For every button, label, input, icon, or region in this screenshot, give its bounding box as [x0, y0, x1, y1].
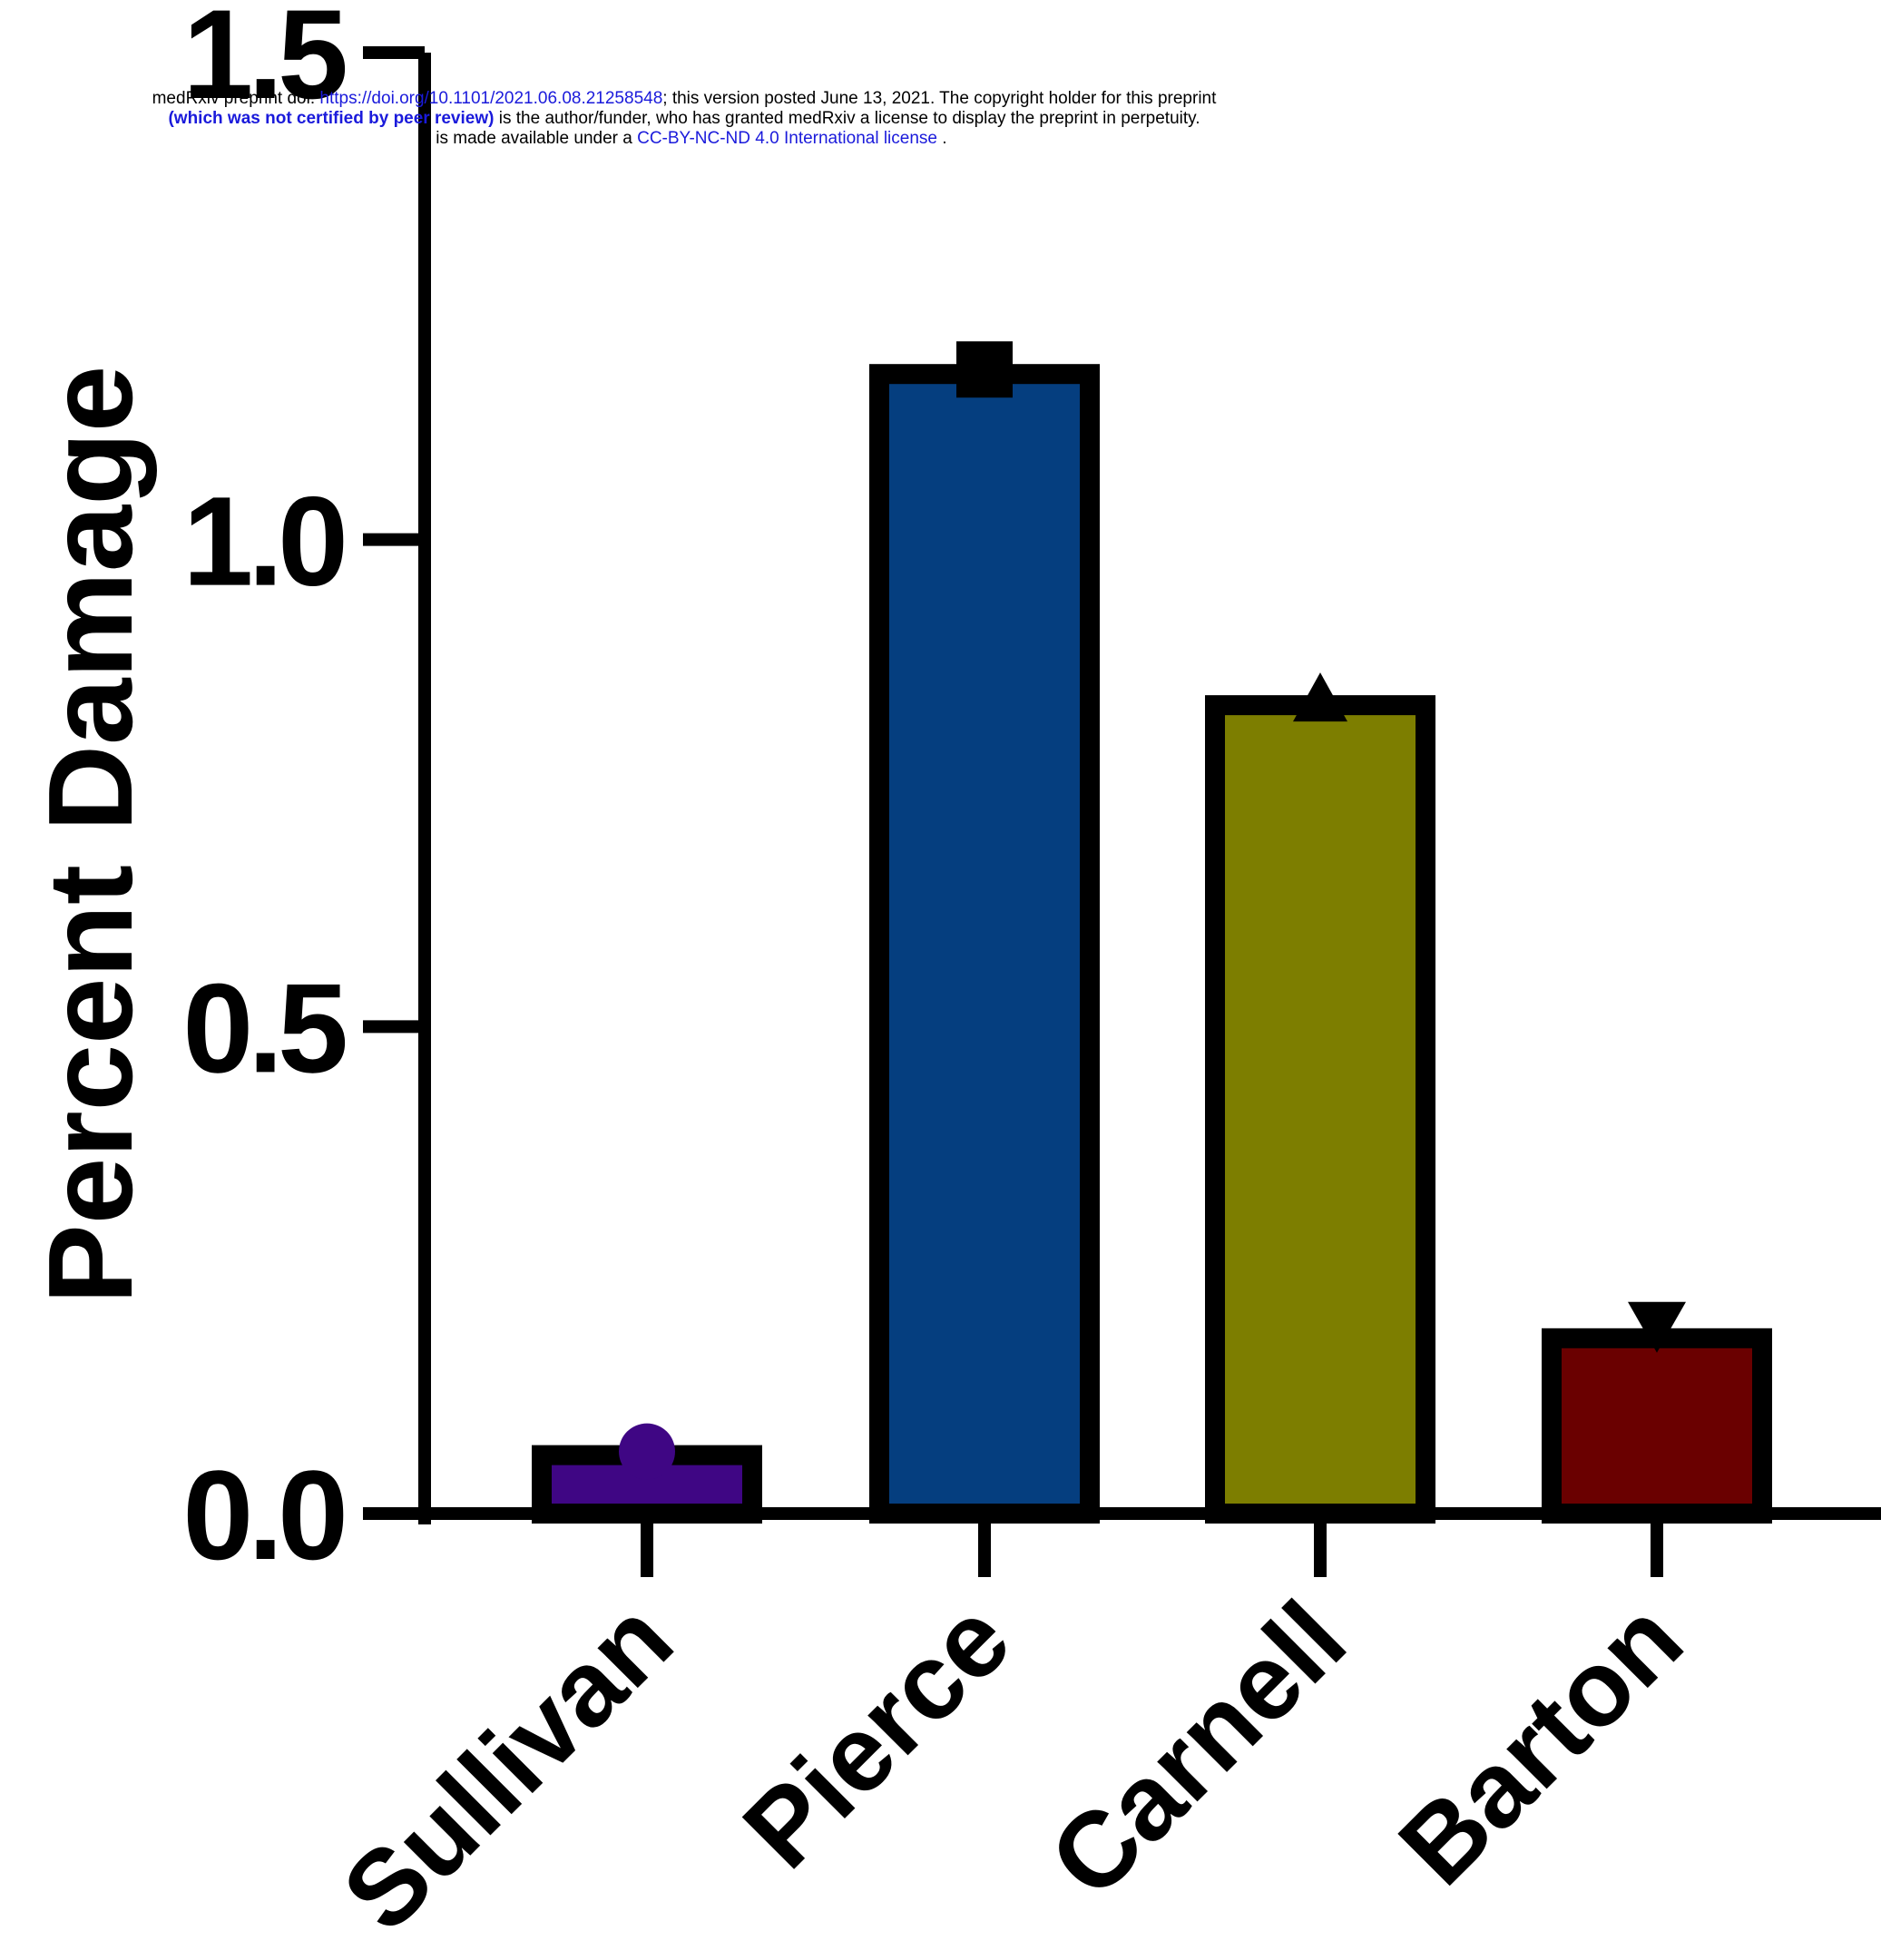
y-tick-label: 0.0 [182, 1444, 344, 1586]
x-label-sullivan: Sullivan [320, 1579, 695, 1954]
marker-sullivan [619, 1423, 675, 1480]
y-axis-ticks: 0.0 0.5 1.0 1.5 [182, 0, 425, 1586]
marker-carnell [1293, 672, 1347, 722]
x-label-barton: Barton [1376, 1579, 1705, 1907]
bars [532, 364, 1772, 1524]
license-link[interactable]: CC-BY-NC-ND 4.0 International license [637, 129, 937, 148]
bar-pierce [869, 364, 1100, 1524]
doi-link[interactable]: https://doi.org/10.1101/2021.06.08.21258… [319, 89, 663, 108]
preprint-line-2: (which was not certified by peer review)… [168, 109, 1200, 128]
bar-barton [1542, 1328, 1772, 1524]
preprint-line-3: It is made available under a CC-BY-NC-ND… [421, 129, 947, 148]
preprint-notice: medRxiv preprint doi: https://doi.org/10… [0, 89, 1368, 149]
marker-pierce [956, 341, 1013, 398]
x-label-pierce: Pierce [721, 1579, 1034, 1891]
y-tick-label: 0.5 [182, 956, 345, 1099]
marker-barton [1628, 1301, 1686, 1353]
y-axis-title: Percent Damage [24, 366, 157, 1304]
peer-review-note[interactable]: (which was not certified by peer review) [168, 109, 495, 128]
x-label-carnell: Carnell [1027, 1579, 1368, 1920]
bar-carnell [1205, 695, 1435, 1524]
y-tick-label: 1.5 [182, 0, 345, 125]
axes [363, 53, 1881, 1577]
data-markers [619, 341, 1686, 1480]
y-tick-label: 1.0 [182, 470, 344, 612]
preprint-line-1: medRxiv preprint doi: https://doi.org/10… [152, 89, 1217, 108]
